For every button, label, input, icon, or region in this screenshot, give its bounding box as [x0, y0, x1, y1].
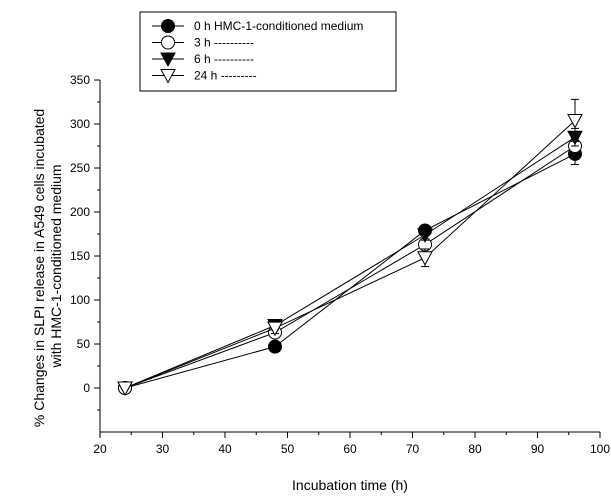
x-tick-label: 40: [218, 442, 232, 456]
legend-label: 6 h ----------: [194, 52, 254, 66]
legend-box: [139, 11, 397, 92]
legend-marker: [161, 35, 175, 50]
series-2: [117, 127, 583, 397]
y-tick-label: 50: [77, 337, 91, 351]
legend-marker: [160, 69, 176, 84]
data-point: [117, 381, 133, 397]
series-line: [124, 145, 576, 389]
x-tick-label: 30: [156, 442, 170, 456]
series-layer: [117, 98, 583, 397]
y-tick-label: 0: [83, 381, 90, 395]
series-3: [117, 98, 583, 397]
y-tick-label: 250: [70, 161, 90, 175]
data-point: [268, 339, 282, 354]
y-tick-label: 350: [70, 73, 90, 87]
y-tick-label: 100: [70, 293, 90, 307]
y-axis-title-line-2: with HMC-1-conditioned medium: [48, 164, 64, 368]
x-axis: 20 30 40 50 60 70 80 90 100: [93, 432, 610, 456]
x-tick-label: 90: [531, 442, 545, 456]
legend-marker: [161, 19, 175, 33]
legend-label: 3 h ----------: [194, 36, 254, 50]
y-tick-label: 300: [70, 117, 90, 131]
data-point: [417, 251, 433, 266]
legend: 0 h HMC-1-conditioned medium 3 h --------…: [139, 11, 397, 92]
series-0: [118, 142, 582, 395]
y-tick-label: 200: [70, 205, 90, 219]
series-line: [124, 120, 576, 389]
x-tick-label: 20: [93, 442, 107, 456]
y-axis: 0 50 100 150 200 250 300 350: [70, 73, 100, 411]
x-tick-label: 70: [406, 442, 420, 456]
legend-label: 24 h ---------: [194, 69, 257, 83]
x-tick-label: 100: [590, 442, 610, 456]
y-tick-label: 150: [70, 249, 90, 263]
series-line: [124, 136, 576, 389]
legend-label: 0 h HMC-1-conditioned medium: [194, 19, 363, 33]
x-tick-label: 80: [468, 442, 482, 456]
x-tick-label: 60: [343, 442, 357, 456]
y-axis-title-line-1: % Changes in SLPI release in A549 cells …: [31, 109, 47, 427]
legend-marker: [160, 52, 176, 68]
data-point: [267, 321, 283, 337]
series-1: [118, 138, 582, 395]
y-axis-title: % Changes in SLPI release in A549 cells …: [31, 105, 64, 427]
plot-frame: [99, 80, 600, 433]
x-axis-title: Incubation time (h): [292, 477, 408, 493]
series-line: [124, 153, 576, 389]
data-point: [567, 113, 583, 129]
data-point: [417, 228, 433, 243]
x-tick-label: 50: [281, 442, 295, 456]
